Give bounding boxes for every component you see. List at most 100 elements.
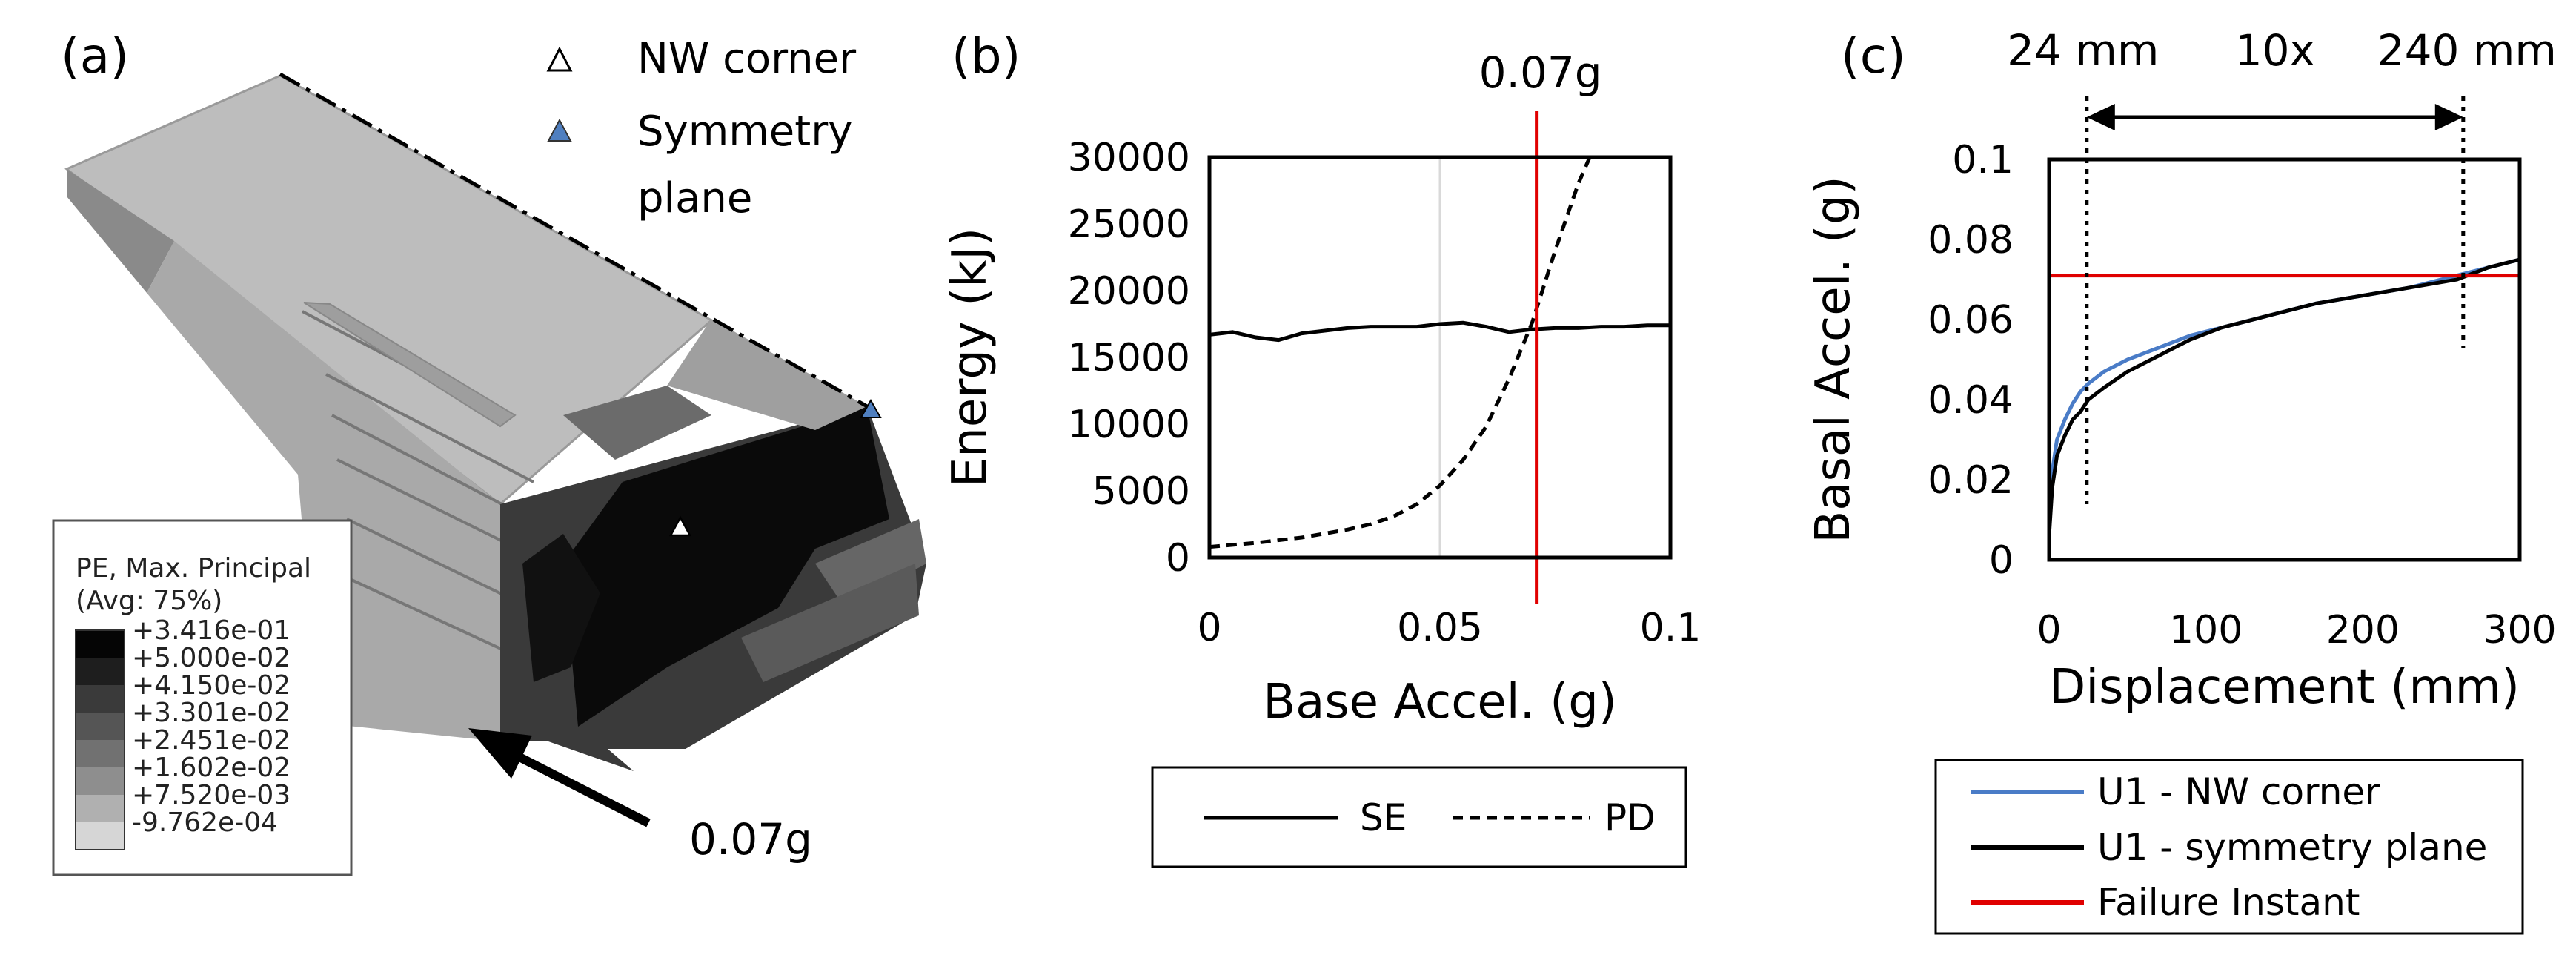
panel-a: (a) [52,27,926,876]
colorbar-swatch [76,685,125,713]
colorbar-swatch [76,658,125,685]
b-legend-label-se: SE [1360,796,1407,839]
colorbar-level-label: +2.451e-02 [132,725,291,756]
c-legend-label-fail: Failure Instant [2097,881,2360,924]
b-ytick-label: 5000 [1092,469,1190,514]
c-legend-label-nw: U1 - NW corner [2097,770,2380,813]
b-series-group [1209,156,1670,549]
symmetry-legend-label-line1: Symmetry [637,108,852,156]
c-ytick-label: 0.1 [1952,138,2014,182]
c-arrowhead-left [2086,104,2115,130]
plastic-zone [522,534,600,682]
acceleration-arrow-shaft [513,750,651,827]
c-legend: U1 - NW corner U1 - symmetry plane Failu… [1934,759,2524,935]
colorbar-swatch [76,767,125,795]
filled-triangle-icon [547,118,572,142]
c-series-line-u1-nw-corner [2049,257,2520,528]
colorbar-level-label: +7.520e-03 [132,780,291,810]
c-ytick-label: 0 [1989,538,2014,583]
c-plot-frame [2047,157,2522,562]
b-yticks: 0 5000 10000 15000 20000 25000 30000 [1068,136,1190,581]
colorbar-swatch [76,740,125,767]
b-ytick-label: 20000 [1068,269,1190,314]
c-xtick-label: 300 [2483,608,2556,652]
c-ytick-label: 0.06 [1928,298,2014,343]
colorbar-level-label: -9.762e-04 [132,807,278,838]
acceleration-arrow-label: 0.07g [689,814,812,865]
b-series-line-se [1209,320,1670,343]
panel-c: (c) 24 mm 10x 240 mm 0 0.02 0.04 0.06 0.08 0.… [1806,25,2557,935]
open-triangle-icon [546,46,573,72]
c-legend-label-sym: U1 - symmetry plane [2097,826,2487,869]
fe-model-render [64,72,926,771]
b-legend-frame [1151,766,1687,868]
b-series-line-pd [1209,156,1592,549]
panel-b-label: (b) [952,27,1020,85]
b-ytick-label: 25000 [1068,202,1190,247]
nw-corner-legend-label: NW corner [637,35,857,83]
colorbar-level-label: +3.416e-01 [132,615,291,646]
colorbar-swatch [76,822,125,850]
b-ytick-label: 0 [1166,536,1190,581]
c-ylabel: Basal Accel. (g) [1806,176,1861,543]
c-xtick-label: 100 [2169,608,2243,652]
c-ytick-label: 0.04 [1928,378,2014,423]
c-xlabel: Displacement (mm) [2049,660,2520,715]
colorbar-labels: +3.416e-01+5.000e-02+4.150e-02+3.301e-02… [132,615,291,838]
acceleration-arrow-head [468,728,532,779]
symmetry-legend-label-line2: plane [637,174,752,222]
plastic-zone [563,406,889,727]
c-xtick-label: 0 [2036,608,2061,652]
b-ytick-label: 30000 [1068,136,1190,180]
colorbar-title-line2: (Avg: 75%) [76,586,222,616]
colorbar-level-label: +3.301e-02 [132,698,291,728]
colorbar-level-label: +4.150e-02 [132,670,291,701]
b-xtick-label: 0 [1197,606,1221,650]
colorbar-swatch [76,713,125,740]
c-annotation-10x: 10x [2235,25,2315,76]
colorbar-swatch [76,630,125,658]
b-xtick-label: 0.1 [1640,606,1702,650]
c-ytick-label: 0.08 [1928,218,2014,262]
panel-a-label: (a) [61,27,129,85]
symmetry-plane-marker [860,398,882,418]
plastic-zone [563,386,711,460]
colorbar-swatch-frame [75,629,125,850]
c-yticks: 0 0.02 0.04 0.06 0.08 0.1 [1928,138,2014,583]
b-ylabel: Energy (kJ) [943,228,997,487]
model-wedge-face [67,169,174,293]
c-series-group [2049,257,2520,536]
c-annotation-24mm: 24 mm [2007,25,2159,76]
colorbar-swatch [76,795,125,822]
b-xticks: 0 0.05 0.1 [1197,606,1701,650]
c-series-line-u1-symmetry-plane [2049,257,2520,536]
b-ytick-label: 10000 [1068,403,1190,447]
c-xticks: 0 100 200 300 [2036,608,2556,652]
model-ridge [303,302,517,428]
c-arrowhead-right [2434,104,2463,130]
terrace-line [325,373,534,483]
b-xtick-label: 0.05 [1397,606,1483,650]
model-step [741,564,919,682]
colorbar-level-label: +1.602e-02 [132,753,291,783]
model-step [815,519,926,608]
colorbar-swatches [75,629,125,850]
b-legend: SE PD [1151,766,1687,868]
symmetry-line [279,72,869,409]
c-xtick-label: 200 [2326,608,2400,652]
panel-b: (b) 0.07g 0 5000 10000 15000 20000 25000 30000… [943,27,1701,868]
b-annotation-label: 0.07g [1479,47,1602,98]
b-ytick-label: 15000 [1068,336,1190,380]
model-side-face [147,241,500,741]
colorbar-level-label: +5.000e-02 [132,643,291,673]
c-ytick-label: 0.02 [1928,458,2014,503]
b-legend-label-pd: PD [1604,796,1656,839]
panel-c-label: (c) [1841,27,1906,85]
b-plot-frame [1207,155,1673,560]
nw-corner-marker [668,515,692,537]
b-xlabel: Base Accel. (g) [1263,675,1617,730]
colorbar: PE, Max. Principal (Avg: 75%) +3.416e-01… [52,519,353,876]
colorbar-title-line1: PE, Max. Principal [76,553,311,584]
model-top-edge [667,319,867,430]
